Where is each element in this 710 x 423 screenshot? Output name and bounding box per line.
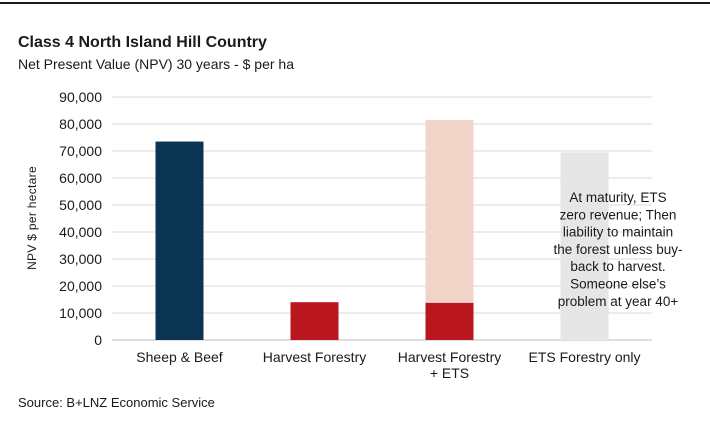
x-category-label: Harvest Forestry + ETS <box>398 349 501 381</box>
chart-title: Class 4 North Island Hill Country <box>18 34 267 51</box>
y-axis-ticks: 0 10,000 20,000 30,000 40,000 50,000 60,000 70,… <box>59 89 102 348</box>
x-category-label: ETS Forestry only <box>528 349 640 365</box>
y-axis-label: NPV $ per hectare <box>25 166 39 270</box>
source-note: Source: B+LNZ Economic Service <box>18 395 215 410</box>
x-category-label: Sheep & Beef <box>136 349 223 365</box>
y-tick-label: 10,000 <box>59 305 102 321</box>
x-category-label: Harvest Forestry <box>263 349 366 365</box>
y-tick-label: 30,000 <box>59 251 102 267</box>
x-axis-categories: Sheep & Beef Harvest Forestry Harvest Fore… <box>136 349 640 381</box>
bar-segment <box>425 302 474 340</box>
y-tick-label: 40,000 <box>59 224 102 240</box>
chart-subtitle: Net Present Value (NPV) 30 years - $ per… <box>18 56 294 72</box>
bar-segment <box>155 141 204 340</box>
annotation-text: At maturity, ETS zero revenue; Then liabil… <box>553 190 682 309</box>
y-tick-label: 50,000 <box>59 197 102 213</box>
y-tick-label: 20,000 <box>59 278 102 294</box>
bar-segment <box>290 302 339 340</box>
top-rule <box>0 2 710 4</box>
y-tick-label: 90,000 <box>59 89 102 105</box>
bars <box>155 119 609 340</box>
y-tick-label: 80,000 <box>59 116 102 132</box>
bar-segment <box>560 152 609 340</box>
y-tick-label: 60,000 <box>59 170 102 186</box>
bar-segment <box>425 119 474 303</box>
y-tick-label: 0 <box>94 332 102 348</box>
y-tick-label: 70,000 <box>59 143 102 159</box>
